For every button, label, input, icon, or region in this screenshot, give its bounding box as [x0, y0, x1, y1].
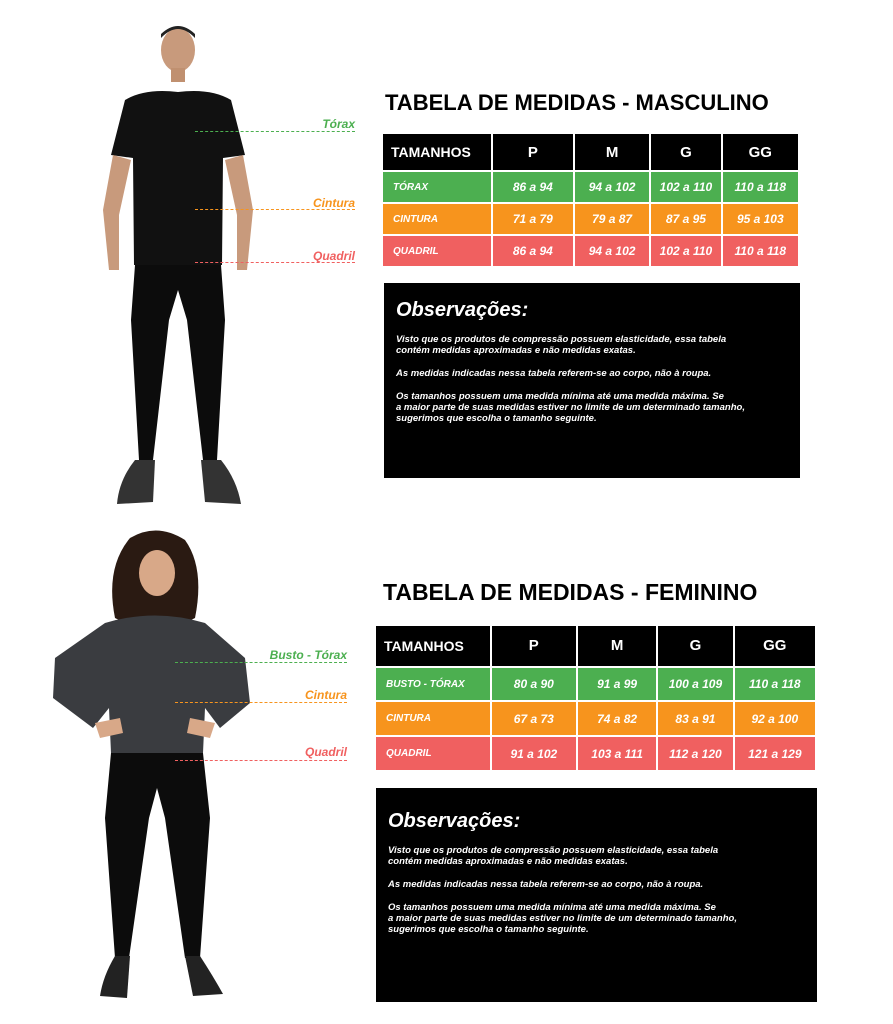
male-cintura-label: Cintura: [313, 196, 355, 210]
obs-paragraph: Os tamanhos possuem uma medida mínima at…: [388, 902, 737, 935]
female-torax-line: [175, 662, 347, 663]
size-cell: 80 a 90: [491, 667, 576, 701]
size-cell: 112 a 120: [658, 737, 733, 770]
table-row: TÓRAX 86 a 94 94 a 102 102 a 110 110 a 118: [383, 172, 798, 203]
row-label: CINTURA: [376, 702, 490, 736]
male-size-table: TAMANHOS P M G GG TÓRAX 86 a 94 94 a 102 102 a 1…: [381, 132, 800, 268]
table-row: QUADRIL 91 a 102 103 a 111 112 a 120 121 a 1…: [376, 737, 815, 770]
size-cell: 110 a 118: [722, 172, 798, 203]
size-cell: 71 a 79: [492, 204, 573, 235]
header-row: TAMANHOS P M G GG: [383, 134, 798, 171]
obs-paragraph: As medidas indicadas nessa tabela refere…: [396, 368, 712, 379]
male-model-photo: [103, 26, 253, 504]
male-torax-label: Tórax: [322, 117, 355, 131]
row-label: QUADRIL: [376, 737, 490, 770]
size-cell: 86 a 94: [492, 236, 573, 266]
obs-paragraph: As medidas indicadas nessa tabela refere…: [388, 879, 704, 890]
size-cell: 92 a 100: [734, 702, 815, 736]
table-row: QUADRIL 86 a 94 94 a 102 102 a 110 110 a 118: [383, 236, 798, 266]
size-cell: 103 a 111: [577, 737, 657, 770]
row-label: CINTURA: [383, 204, 491, 235]
size-cell: 94 a 102: [574, 172, 650, 203]
size-cell: 67 a 73: [491, 702, 576, 736]
female-torax-label: Busto - Tórax: [269, 648, 347, 662]
female-model-photo: [53, 530, 250, 998]
size-cell: M: [574, 134, 650, 171]
obs-paragraph: Os tamanhos possuem uma medida mínima at…: [396, 391, 745, 424]
female-title: TABELA DE MEDIDAS - FEMININO: [383, 579, 758, 605]
size-cell: GG: [734, 626, 815, 666]
size-cell: 87 a 95: [651, 204, 721, 235]
size-cell: 91 a 102: [491, 737, 576, 770]
female-cintura-label: Cintura: [305, 688, 347, 702]
female-observations: Observações: Visto que os produtos de co…: [376, 788, 817, 1002]
size-cell: 94 a 102: [574, 236, 650, 266]
female-cintura-line: [175, 702, 347, 703]
size-cell: GG: [722, 134, 798, 171]
obs-paragraph: Visto que os produtos de compressão poss…: [388, 845, 719, 867]
size-cell: G: [658, 626, 733, 666]
size-cell: 95 a 103: [722, 204, 798, 235]
size-cell: 100 a 109: [658, 667, 733, 701]
size-cell: G: [651, 134, 721, 171]
row-label: TAMANHOS: [376, 626, 490, 666]
male-quadril-line: [195, 262, 355, 263]
row-label: QUADRIL: [383, 236, 491, 266]
row-label: TAMANHOS: [383, 134, 491, 171]
male-observations: Observações: Visto que os produtos de co…: [384, 283, 800, 478]
table-row: CINTURA 71 a 79 79 a 87 87 a 95 95 a 103: [383, 204, 798, 235]
size-cell: P: [492, 134, 573, 171]
male-quadril-label: Quadril: [312, 249, 355, 263]
size-cell: 74 a 82: [577, 702, 657, 736]
table-row: BUSTO - TÓRAX 80 a 90 91 a 99 100 a 109 110 …: [376, 667, 815, 701]
size-cell: 121 a 129: [734, 737, 815, 770]
row-label: TÓRAX: [383, 172, 491, 203]
obs-title: Observações:: [388, 810, 521, 832]
obs-paragraph: Visto que os produtos de compressão poss…: [396, 334, 727, 356]
size-cell: 110 a 118: [722, 236, 798, 266]
female-quadril-line: [175, 760, 347, 761]
size-cell: 86 a 94: [492, 172, 573, 203]
table-row: CINTURA 67 a 73 74 a 82 83 a 91 92 a 100: [376, 702, 815, 736]
size-cell: 83 a 91: [658, 702, 733, 736]
row-label: BUSTO - TÓRAX: [376, 667, 490, 701]
obs-title: Observações:: [396, 299, 529, 321]
female-quadril-label: Quadril: [304, 745, 347, 759]
size-cell: M: [577, 626, 657, 666]
size-cell: 79 a 87: [574, 204, 650, 235]
male-cintura-line: [195, 209, 355, 210]
header-row: TAMANHOS P M G GG: [376, 626, 815, 666]
size-cell: 102 a 110: [651, 172, 721, 203]
male-torax-line: [195, 131, 355, 132]
female-size-table: TAMANHOS P M G GG BUSTO - TÓRAX 80 a 90 91 a 99…: [374, 624, 817, 772]
size-cell: 91 a 99: [577, 667, 657, 701]
size-cell: 102 a 110: [651, 236, 721, 266]
male-title: TABELA DE MEDIDAS - MASCULINO: [385, 90, 769, 115]
size-cell: P: [491, 626, 576, 666]
size-cell: 110 a 118: [734, 667, 815, 701]
